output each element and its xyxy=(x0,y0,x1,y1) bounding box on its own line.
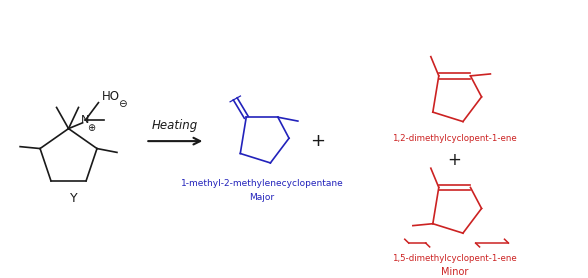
Text: Y: Y xyxy=(70,192,78,205)
Text: 1,5-dimethylcyclopent-1-ene: 1,5-dimethylcyclopent-1-ene xyxy=(392,254,517,263)
Text: 1-methyl-2-methylenecyclopentane: 1-methyl-2-methylenecyclopentane xyxy=(181,179,343,188)
Text: Major: Major xyxy=(249,193,275,202)
Text: +: + xyxy=(310,132,325,150)
Text: +: + xyxy=(447,151,462,169)
Text: Minor: Minor xyxy=(441,267,468,277)
Text: N: N xyxy=(81,115,90,125)
Text: Heating: Heating xyxy=(152,120,198,132)
Text: $\oplus$: $\oplus$ xyxy=(87,122,96,133)
Text: $\ominus$: $\ominus$ xyxy=(118,98,127,109)
Text: HO: HO xyxy=(102,90,119,103)
Text: 1,2-dimethylcyclopent-1-ene: 1,2-dimethylcyclopent-1-ene xyxy=(392,134,517,143)
